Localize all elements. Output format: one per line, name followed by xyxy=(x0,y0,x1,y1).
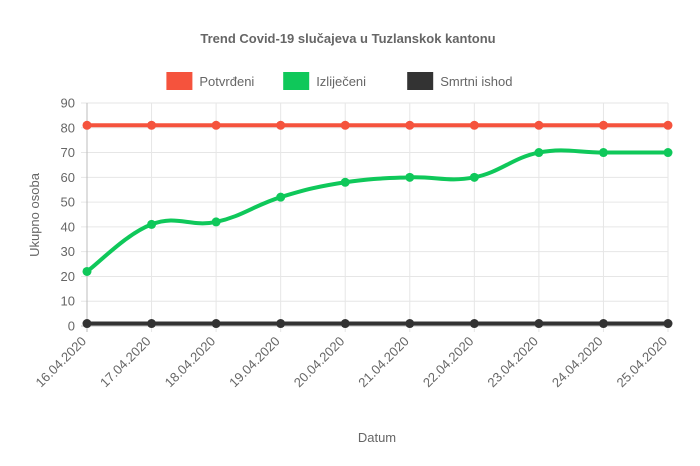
data-point[interactable] xyxy=(534,319,544,329)
data-point[interactable] xyxy=(663,120,673,130)
data-point[interactable] xyxy=(405,319,415,329)
data-point[interactable] xyxy=(598,319,608,329)
data-point[interactable] xyxy=(147,219,157,229)
data-point[interactable] xyxy=(147,120,157,130)
series-line xyxy=(85,148,670,274)
data-point[interactable] xyxy=(340,120,350,130)
data-point[interactable] xyxy=(598,120,608,130)
chart-title: Trend Covid-19 slučajeva u Tuzlanskok ka… xyxy=(200,31,495,46)
y-tick-label: 50 xyxy=(61,195,75,210)
data-point[interactable] xyxy=(276,319,286,329)
data-point[interactable] xyxy=(276,120,286,130)
x-tick-label: 22.04.2020 xyxy=(420,334,477,391)
data-point[interactable] xyxy=(211,120,221,130)
data-point[interactable] xyxy=(211,319,221,329)
x-tick-label: 20.04.2020 xyxy=(291,334,348,391)
grid xyxy=(81,102,669,332)
y-tick-label: 0 xyxy=(68,319,75,334)
x-tick-label: 17.04.2020 xyxy=(97,334,154,391)
data-point[interactable] xyxy=(82,266,92,276)
y-tick-label: 70 xyxy=(61,145,75,160)
x-tick-label: 19.04.2020 xyxy=(226,334,283,391)
legend-label: Smrtni ishod xyxy=(440,74,512,89)
legend-item-izlije-eni[interactable]: Izliječeni xyxy=(283,72,366,90)
legend-swatch xyxy=(407,72,434,90)
legend-swatch xyxy=(166,72,193,90)
x-tick-label: 23.04.2020 xyxy=(484,334,541,391)
legend-swatch xyxy=(283,72,310,90)
x-tick-label: 18.04.2020 xyxy=(162,334,219,391)
data-point[interactable] xyxy=(534,148,544,158)
data-point[interactable] xyxy=(469,319,479,329)
series-layer xyxy=(82,120,673,329)
x-tick-label: 25.04.2020 xyxy=(613,334,670,391)
y-tick-label: 90 xyxy=(61,96,75,111)
x-axis-ticks: 16.04.2020 17.04.2020 18.04.2020 19.04.2020… xyxy=(32,334,670,391)
data-point[interactable] xyxy=(340,319,350,329)
legend-item-potvr-eni[interactable]: Potvrđeni xyxy=(166,72,254,90)
legend: Potvrđeni Izliječeni Smrtni ishod xyxy=(166,72,512,90)
x-axis-label: Datum xyxy=(358,430,396,445)
data-point[interactable] xyxy=(598,148,608,158)
data-point[interactable] xyxy=(663,148,673,158)
y-tick-label: 20 xyxy=(61,269,75,284)
y-axis-label: Ukupno osoba xyxy=(27,172,42,257)
data-point[interactable] xyxy=(82,319,92,329)
series-izlije-eni xyxy=(82,148,673,276)
y-tick-label: 30 xyxy=(61,244,75,259)
legend-item-smrtni-ishod[interactable]: Smrtni ishod xyxy=(407,72,512,90)
y-tick-label: 40 xyxy=(61,219,75,234)
x-tick-label: 24.04.2020 xyxy=(549,334,606,391)
y-tick-label: 10 xyxy=(61,294,75,309)
y-tick-label: 60 xyxy=(61,170,75,185)
data-point[interactable] xyxy=(405,120,415,130)
y-axis-ticks: 0 10 20 30 40 50 60 70 80 90 xyxy=(61,96,75,334)
data-point[interactable] xyxy=(663,319,673,329)
data-point[interactable] xyxy=(82,120,92,130)
data-point[interactable] xyxy=(405,172,415,182)
data-point[interactable] xyxy=(276,192,286,202)
series-smrtni-ishod xyxy=(82,319,673,329)
legend-label: Izliječeni xyxy=(316,74,366,89)
data-point[interactable] xyxy=(469,172,479,182)
data-point[interactable] xyxy=(147,319,157,329)
x-tick-label: 16.04.2020 xyxy=(32,334,89,391)
data-point[interactable] xyxy=(534,120,544,130)
data-point[interactable] xyxy=(469,120,479,130)
series-potvr-eni xyxy=(82,120,673,130)
data-point[interactable] xyxy=(211,217,221,227)
legend-label: Potvrđeni xyxy=(199,74,254,89)
x-tick-label: 21.04.2020 xyxy=(355,334,412,391)
y-tick-label: 80 xyxy=(61,120,75,135)
data-point[interactable] xyxy=(340,177,350,187)
